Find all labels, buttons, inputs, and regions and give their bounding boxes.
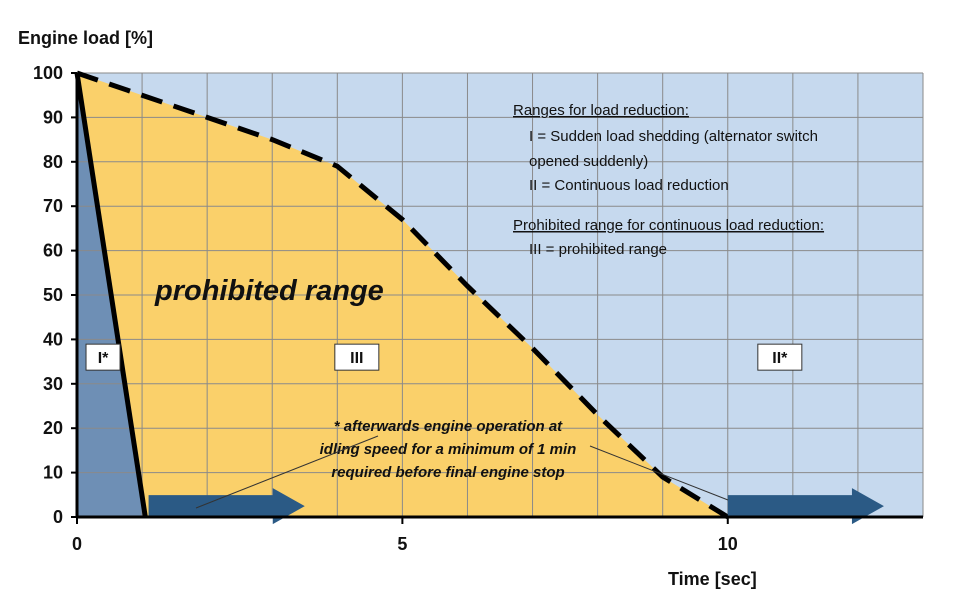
legend-line-i-cont: opened suddenly) [529, 153, 648, 170]
y-tick-label: 90 [43, 107, 63, 127]
y-tick-label: 80 [43, 152, 63, 172]
x-tick-label: 10 [718, 534, 738, 554]
note-pointer-right [589, 445, 729, 501]
time-arrow-2 [727, 488, 884, 525]
x-tick-label: 5 [397, 534, 407, 554]
y-tick-label: 60 [43, 241, 63, 261]
region-label-box [334, 343, 380, 371]
grid-lines [76, 72, 924, 518]
legend-heading-ranges: Ranges for load reduction: [513, 102, 689, 119]
y-axis-ticks: 0 10 20 30 40 50 60 70 80 90 100 [33, 63, 77, 527]
time-arrows [148, 488, 884, 525]
y-tick-label: 0 [53, 507, 63, 527]
x-axis-ticks: 0 5 10 [72, 517, 738, 554]
sudden-shedding-line [74, 72, 148, 518]
note-line-3: required before final engine stop [331, 464, 564, 481]
prohibited-range-label: prohibited range [154, 275, 384, 307]
time-arrow-1 [148, 488, 305, 525]
note-pointer-left [195, 435, 379, 509]
legend-heading-prohibited: Prohibited range for continuous load red… [513, 217, 824, 234]
region-label-iii: III [350, 350, 363, 367]
legend-line-i: I = Sudden load shedding (alternator swi… [529, 128, 818, 145]
y-tick-label: 70 [43, 196, 63, 216]
legend-line-iii: III = prohibited range [529, 241, 667, 258]
y-tick-label: 40 [43, 329, 63, 349]
continuous-reduction-limit-line [76, 70, 730, 520]
y-tick-label: 100 [33, 63, 63, 83]
note-line-2: idling speed for a minimum of 1 min [320, 441, 577, 458]
y-axis-title: Engine load [%] [18, 28, 153, 48]
note-line-1: * afterwards engine operation at [334, 418, 563, 435]
y-tick-label: 30 [43, 374, 63, 394]
legend: Ranges for load reduction: I = Sudden lo… [513, 102, 824, 258]
region-label-ii: II* [772, 350, 788, 367]
region-label-i: I* [98, 350, 109, 367]
region-label-box [757, 343, 803, 371]
y-tick-label: 50 [43, 285, 63, 305]
footnote: * afterwards engine operation at idling … [320, 418, 577, 481]
y-tick-label: 10 [43, 463, 63, 483]
x-tick-label: 0 [72, 534, 82, 554]
y-tick-label: 20 [43, 418, 63, 438]
region-label-box [85, 343, 121, 371]
legend-line-ii: II = Continuous load reduction [529, 177, 729, 194]
region-labels: I* III II* [85, 343, 803, 371]
x-axis-title: Time [sec] [668, 569, 757, 589]
